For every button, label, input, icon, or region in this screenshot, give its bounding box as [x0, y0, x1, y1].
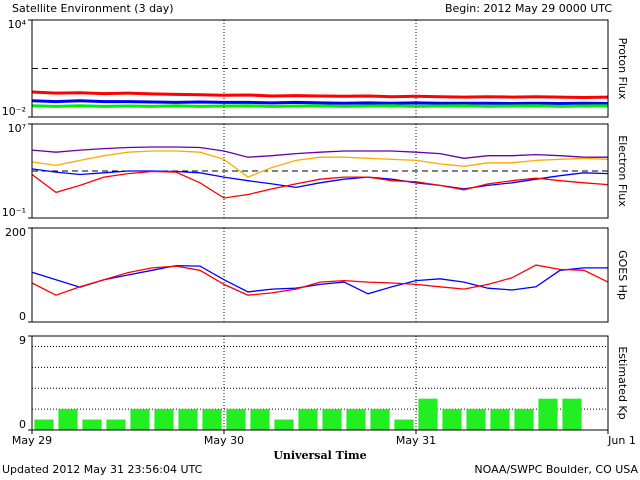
kp-bar	[418, 398, 438, 430]
plot-frame	[31, 123, 609, 219]
plot-frame	[31, 19, 609, 118]
kp-bar	[466, 409, 486, 430]
kp-bar	[106, 419, 126, 430]
kp-bar	[178, 409, 198, 430]
kp-bar	[34, 419, 54, 430]
panel-label: Electron Flux	[616, 135, 629, 207]
x-tick-label: May 31	[396, 434, 436, 447]
series-line	[31, 264, 609, 296]
kp-bar	[58, 409, 78, 430]
series-line	[31, 146, 608, 159]
chart-title: Satellite Environment (3 day)	[12, 2, 174, 15]
kp-bar	[514, 409, 534, 430]
series-line	[31, 264, 608, 295]
kp-bar	[298, 409, 318, 430]
kp-bar	[274, 419, 294, 430]
updated-time: Updated 2012 May 31 23:56:04 UTC	[2, 463, 203, 476]
series-line	[31, 104, 609, 108]
plot-area	[32, 124, 608, 218]
kp-bar	[490, 409, 510, 430]
x-tick-label: May 30	[204, 434, 244, 447]
series-line	[31, 90, 609, 100]
y-tick-label: 10⁻¹	[2, 206, 26, 219]
y-tick-label: 0	[19, 418, 26, 431]
series-line	[31, 99, 609, 106]
kp-bar	[130, 409, 150, 430]
series-line	[31, 168, 609, 190]
kp-bar	[370, 409, 390, 430]
kp-bar	[346, 409, 366, 430]
kp-bar	[322, 409, 342, 430]
kp-bar	[442, 409, 462, 430]
kp-bar	[154, 409, 174, 430]
kp-bar	[82, 419, 102, 430]
x-axis-label: Universal Time	[273, 449, 366, 462]
kp-bar	[202, 409, 222, 430]
begin-time: Begin: 2012 May 29 0000 UTC	[445, 2, 612, 15]
y-tick-label: 0	[19, 310, 26, 323]
plot-frame	[31, 335, 609, 431]
plot-frame	[31, 227, 609, 323]
panel-label: GOES Hp	[616, 250, 629, 300]
panel-label: Estimated Kp	[616, 346, 629, 419]
y-tick-label: 10⁻²	[2, 105, 26, 118]
y-tick-label: 10⁷	[8, 122, 26, 135]
y-tick-label: 9	[19, 334, 26, 347]
kp-bar	[226, 409, 246, 430]
y-tick-label: 10⁴	[8, 18, 27, 31]
kp-bar	[538, 398, 558, 430]
x-tick-label: Jun 1	[607, 434, 636, 447]
kp-bar	[562, 398, 582, 430]
panel-label: Proton Flux	[616, 38, 629, 100]
y-tick-label: 200	[5, 226, 26, 239]
plot-area	[32, 336, 608, 430]
credit: NOAA/SWPC Boulder, CO USA	[474, 463, 638, 476]
x-tick-label: May 29	[12, 434, 52, 447]
series-line	[31, 150, 609, 178]
kp-bar	[250, 409, 270, 430]
series-line	[31, 170, 609, 199]
kp-bar	[394, 419, 414, 430]
